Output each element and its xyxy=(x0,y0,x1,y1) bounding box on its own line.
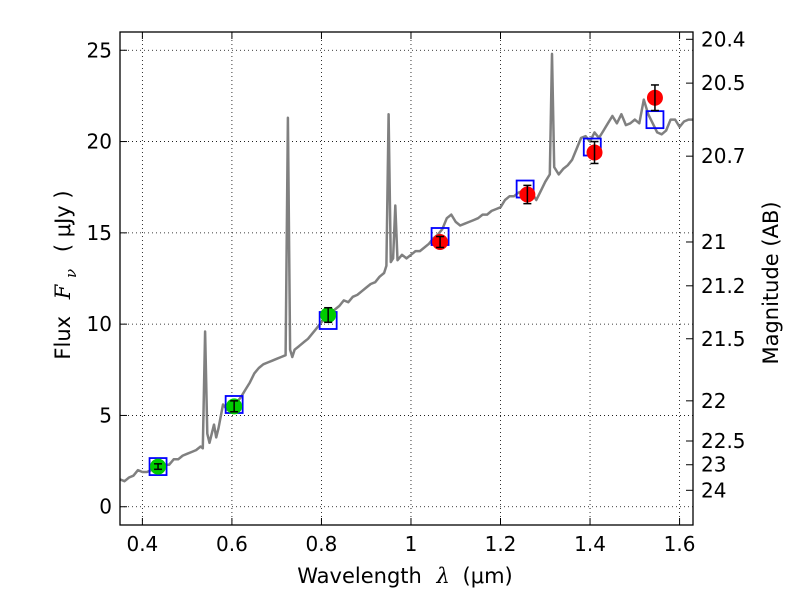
y2-axis-label-text: Magnitude (AB) xyxy=(759,201,783,364)
y2-tick-label: 21 xyxy=(701,230,726,254)
y-axis-label: Flux F ν ( μJy ) xyxy=(51,190,81,359)
y2-tick-label: 24 xyxy=(701,478,726,502)
x-tick-label: 0.4 xyxy=(126,532,158,556)
y-axis-label-text: Flux xyxy=(51,316,75,360)
y2-tick-label: 20.5 xyxy=(701,71,746,95)
y2-tick-label: 21.5 xyxy=(701,327,746,351)
y-axis-label-symbol: F xyxy=(51,283,75,300)
x-axis-label-symbol: λ xyxy=(436,564,450,588)
model-square-point xyxy=(148,457,168,476)
y-tick-label: 10 xyxy=(87,312,112,336)
x-tick-label: 0.8 xyxy=(306,532,338,556)
y-tick-label: 15 xyxy=(87,221,112,245)
plot-frame xyxy=(119,31,694,526)
y2-tick-label: 22 xyxy=(701,389,726,413)
x-axis-label: Wavelength λ (μm) xyxy=(297,564,512,588)
y2-tick-label: 23 xyxy=(701,453,726,477)
axes-ticks: 0.4 0.6 0.8 1 1.2 1.4 1.6 0 5 10 15 20 25 20.4 20.5 20.… xyxy=(87,27,746,556)
x-axis-label-text: Wavelength xyxy=(297,564,422,588)
x-tick-label: 1 xyxy=(405,532,418,556)
y-tick-label: 25 xyxy=(87,38,112,62)
x-tick-label: 1.6 xyxy=(664,532,696,556)
y-tick-label: 5 xyxy=(99,403,112,427)
x-tick-label: 1.4 xyxy=(574,532,606,556)
x-axis-label-unit: (μm) xyxy=(463,564,513,588)
y2-axis-label: Magnitude (AB) xyxy=(759,201,783,364)
y-axis-label-subscript: ν xyxy=(62,269,80,278)
svg-text:Wavelength λ (μm): Wavelength λ (μm) xyxy=(297,564,512,588)
spectrum-line xyxy=(119,52,693,483)
y2-tick-label: 21.2 xyxy=(701,274,746,298)
svg-text:Flux F ν ( μ: Flux F ν ( μJy ) xyxy=(51,190,81,359)
y-tick-label: 0 xyxy=(99,495,112,519)
grid xyxy=(120,32,693,525)
plot-area xyxy=(119,52,693,483)
x-tick-label: 1.2 xyxy=(485,532,517,556)
y-axis-label-unit: ( μJy ) xyxy=(51,190,75,252)
x-tick-label: 0.6 xyxy=(216,532,248,556)
y2-tick-label: 20.4 xyxy=(701,27,746,51)
y2-tick-label: 22.5 xyxy=(701,429,746,453)
y-tick-label: 20 xyxy=(87,130,112,154)
y2-tick-label: 20.7 xyxy=(701,144,746,168)
